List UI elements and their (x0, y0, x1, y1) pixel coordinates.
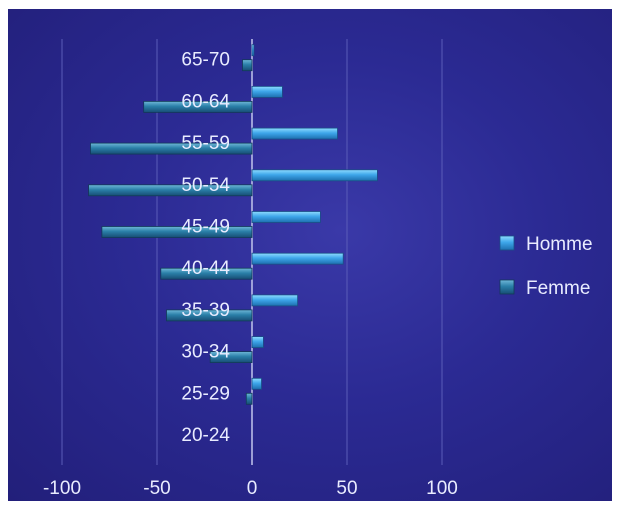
bar-femme-50-54 (88, 184, 253, 197)
x-tick-label: 100 (426, 478, 458, 499)
legend-swatch-homme (499, 235, 515, 251)
bar-femme-45-49 (101, 226, 253, 238)
bar-homme-30-34 (251, 336, 264, 349)
legend-swatch-femme (499, 279, 515, 295)
x-tick-label: -100 (43, 478, 81, 499)
bar-femme-35-39 (166, 309, 253, 322)
bar-homme-35-39 (251, 294, 298, 307)
bar-homme-55-59 (251, 127, 338, 140)
bar-layer (88, 44, 378, 405)
category-label: 65-70 (181, 50, 230, 71)
label-layer: 20-24 25-29 30-34 35-39 40-44 45-49 50-54 55-59… (43, 50, 458, 499)
bar-homme-45-49 (251, 211, 321, 223)
x-tick-label: -50 (143, 478, 170, 499)
chart-svg: 20-24 25-29 30-34 35-39 40-44 45-49 50-54 55-59… (43, 39, 593, 499)
legend-label-homme: Homme (526, 234, 593, 255)
bar-homme-65-70 (251, 44, 255, 57)
bar-homme-50-54 (251, 169, 378, 182)
category-label: 20-24 (181, 425, 230, 446)
bar-femme-55-59 (90, 142, 253, 155)
bar-homme-40-44 (251, 252, 344, 265)
category-label: 35-39 (181, 300, 230, 321)
category-label: 30-34 (181, 342, 230, 363)
category-label: 40-44 (181, 258, 230, 279)
bar-femme-65-70 (242, 59, 253, 72)
bar-femme-25-29 (245, 392, 253, 405)
legend: Homme Femme (499, 234, 593, 299)
x-tick-label: 50 (336, 478, 357, 499)
category-label: 25-29 (181, 383, 230, 404)
bar-homme-25-29 (251, 377, 262, 390)
x-tick-label: 0 (247, 478, 258, 499)
category-label: 50-54 (181, 175, 230, 196)
bar-homme-60-64 (251, 86, 283, 98)
category-label: 45-49 (181, 217, 230, 238)
chart-area: 20-24 25-29 30-34 35-39 40-44 45-49 50-54 55-59… (8, 9, 612, 501)
bar-femme-60-64 (143, 101, 253, 113)
bar-femme-30-34 (209, 351, 253, 364)
bar-femme-40-44 (160, 267, 253, 280)
category-label: 60-64 (181, 91, 230, 112)
category-label: 55-59 (181, 133, 230, 154)
legend-label-femme: Femme (526, 278, 590, 299)
